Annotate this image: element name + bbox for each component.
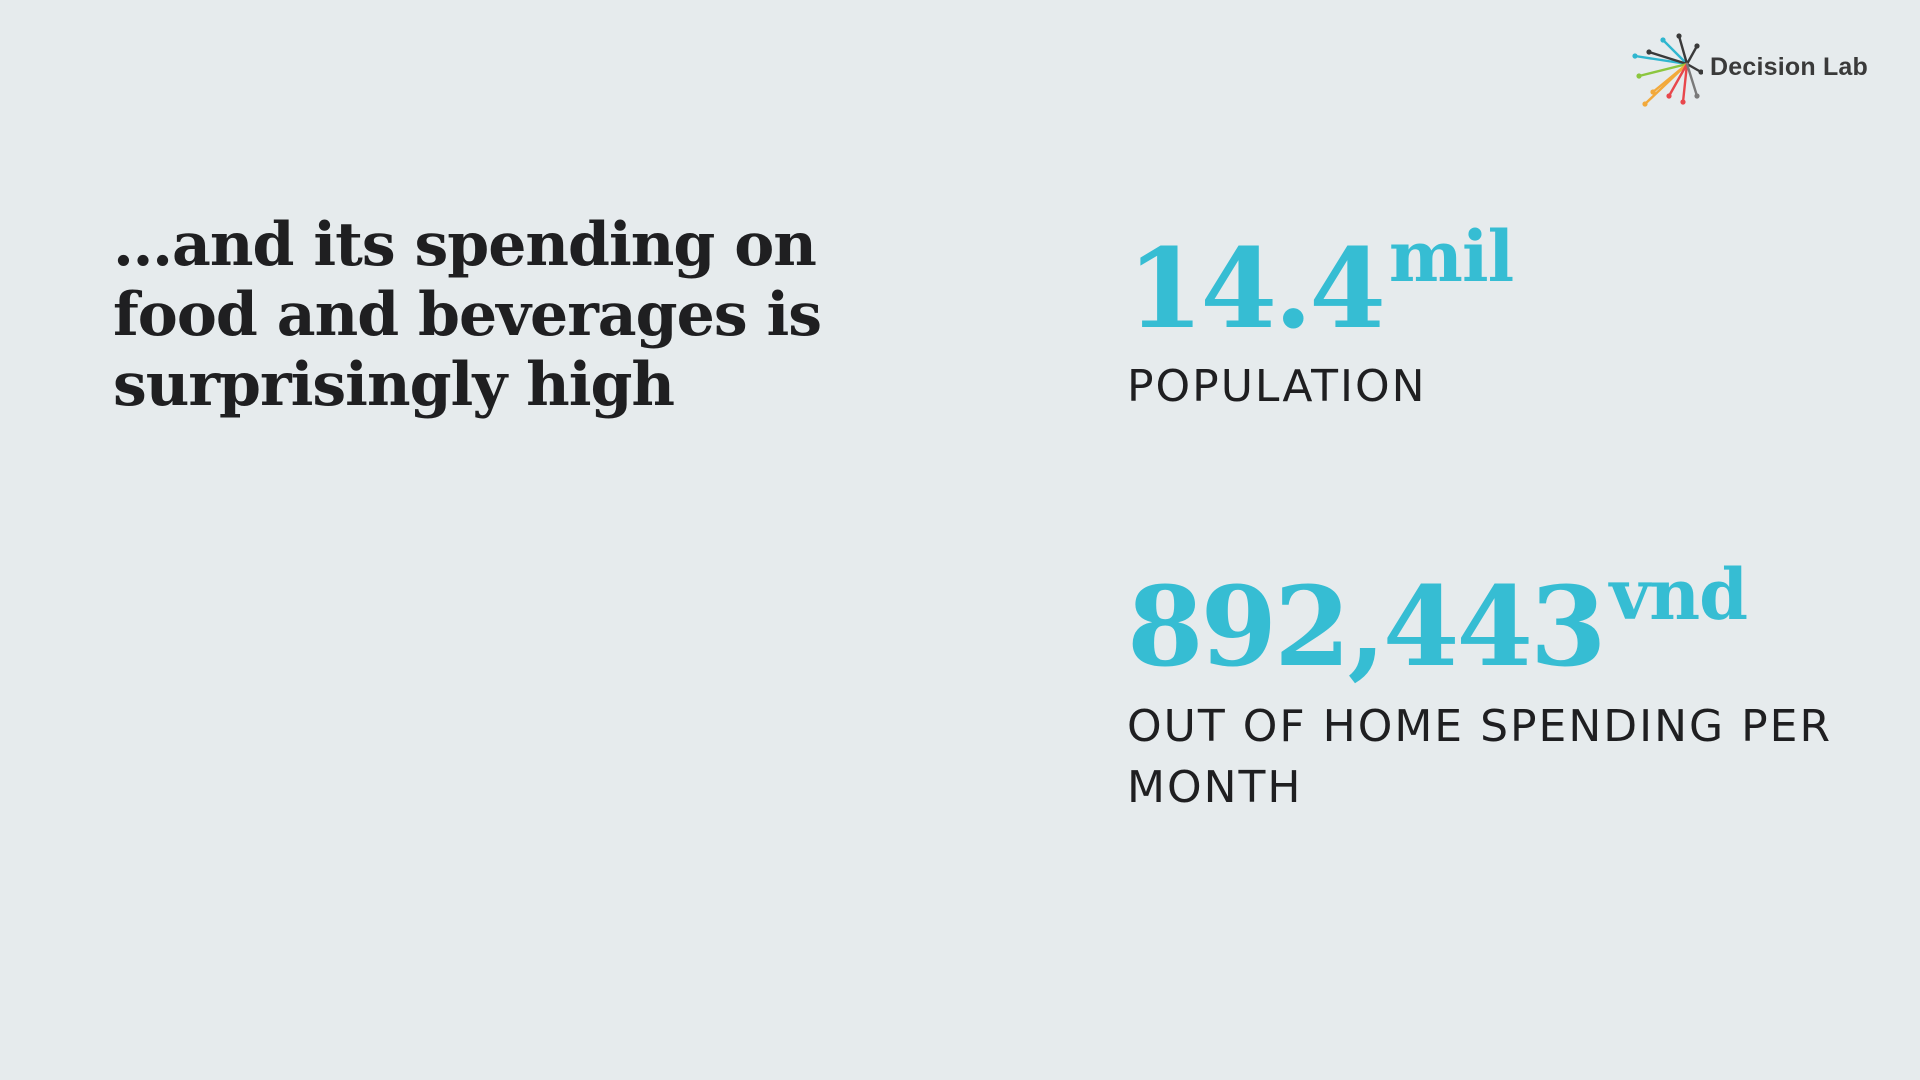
- spending-stat: 892,443vnd OUT OF HOME SPENDING PER MONT…: [1127, 560, 1847, 818]
- spending-label: OUT OF HOME SPENDING PER MONTH: [1127, 701, 1833, 813]
- spending-number: 892,443: [1127, 562, 1607, 691]
- population-label: POPULATION: [1127, 361, 1427, 412]
- population-value: 14.4mil: [1127, 222, 1847, 344]
- population-number: 14.4: [1127, 224, 1386, 353]
- population-unit: mil: [1388, 215, 1514, 298]
- burst-logo-icon: [1632, 33, 1703, 107]
- spending-unit: vnd: [1609, 553, 1749, 636]
- brand-logo: Decision Lab: [1625, 32, 1868, 110]
- population-stat: 14.4mil POPULATION: [1127, 222, 1847, 417]
- logo-text: Decision Lab: [1710, 52, 1868, 81]
- spending-value: 892,443vnd: [1127, 560, 1847, 682]
- page-title: …and its spending on food and beverages …: [113, 210, 822, 420]
